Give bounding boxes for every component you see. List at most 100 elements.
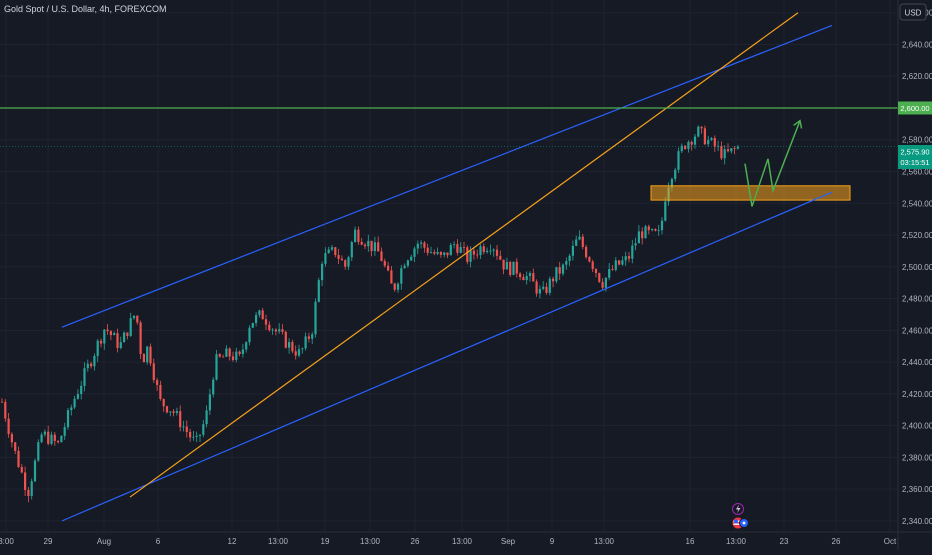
candle-body xyxy=(344,260,347,267)
time-tick-label: 19 xyxy=(321,537,330,546)
price-axis[interactable] xyxy=(898,0,932,550)
candle-body xyxy=(126,332,129,337)
candle-body xyxy=(182,426,185,428)
candle-body xyxy=(367,240,370,247)
price-tick-label: 2,560.00 xyxy=(902,168,932,177)
price-tick-label: 2,400.00 xyxy=(902,422,932,431)
candle-body xyxy=(297,349,301,356)
candle-body xyxy=(664,201,667,221)
candle-body xyxy=(205,410,208,425)
candle-body xyxy=(578,236,581,240)
candle-body xyxy=(264,319,268,325)
candle-body xyxy=(499,255,502,260)
candle-body xyxy=(406,260,409,266)
time-tick-label: 13:00 xyxy=(594,537,615,546)
candle-body xyxy=(410,256,413,261)
candle-body xyxy=(624,256,627,261)
candle-body xyxy=(70,407,73,411)
candle-body xyxy=(307,336,310,339)
time-tick-label: 9 xyxy=(550,537,555,546)
time-tick-label: 12 xyxy=(228,537,237,546)
candle-body xyxy=(96,340,99,356)
candle-body xyxy=(446,252,449,256)
candle-body xyxy=(228,348,231,357)
candle-body xyxy=(156,380,159,385)
candle-body xyxy=(116,333,119,348)
time-tick-label: 6 xyxy=(156,537,161,546)
price-tick-label: 2,640.00 xyxy=(902,40,932,49)
candle-body xyxy=(631,245,634,259)
candle-body xyxy=(505,261,508,270)
candle-body xyxy=(525,275,528,281)
candle-body xyxy=(340,258,343,261)
candle-body xyxy=(390,270,393,284)
us-flag-event-icon[interactable] xyxy=(732,517,749,529)
candle-body xyxy=(83,368,86,386)
candle-body xyxy=(462,247,466,248)
candle-body xyxy=(123,332,126,343)
candle-body xyxy=(195,435,198,437)
candle-body xyxy=(641,231,644,239)
time-tick-label: 13:00 xyxy=(268,537,289,546)
candle-body xyxy=(10,434,13,443)
time-axis-ticks[interactable]: 3:00 29 Aug 6 12 13:00 19 13:00 26 13:00 Sep 9 13:00… xyxy=(0,537,897,546)
candle-body xyxy=(660,220,664,231)
level-price-label: 2,600.00 xyxy=(900,104,929,113)
candle-body xyxy=(644,226,647,239)
time-tick-label: 29 xyxy=(44,537,53,546)
candle-body xyxy=(330,247,334,250)
candle-body xyxy=(720,145,723,159)
candle-body xyxy=(482,246,485,253)
candle-body xyxy=(7,418,10,435)
candle-body xyxy=(538,288,541,294)
candle-body xyxy=(459,247,462,253)
level-price-badge: 2,600.00 xyxy=(898,101,932,115)
candle-body xyxy=(693,136,697,145)
candle-body xyxy=(136,315,139,323)
candle-body xyxy=(281,329,284,332)
candle-body xyxy=(726,149,730,152)
lightning-event-icon[interactable] xyxy=(732,503,744,515)
time-tick-label: Sep xyxy=(501,537,516,546)
candle-body xyxy=(113,333,116,336)
candle-body xyxy=(651,229,654,231)
candle-body xyxy=(347,257,350,267)
channel-upper xyxy=(61,24,833,328)
candle-body xyxy=(495,249,499,256)
candle-body xyxy=(627,256,631,259)
candle-body xyxy=(561,264,565,274)
candle-body xyxy=(76,394,79,399)
candle-body xyxy=(601,281,604,288)
candle-body xyxy=(271,329,274,331)
candle-body xyxy=(30,481,33,497)
candle-body xyxy=(24,472,27,490)
candle-body xyxy=(0,401,4,403)
price-tick-label: 2,340.00 xyxy=(902,517,932,526)
candle-body xyxy=(594,268,598,274)
candle-body xyxy=(212,379,215,395)
candle-body xyxy=(103,329,106,344)
countdown-label: 03:15:51 xyxy=(900,158,929,167)
candle-body xyxy=(288,342,291,348)
price-tick-label: 2,520.00 xyxy=(902,231,932,240)
candle-body xyxy=(535,281,538,294)
currency-button[interactable]: USD xyxy=(899,3,927,21)
candle-body xyxy=(690,141,693,145)
candle-body xyxy=(700,126,703,129)
candle-body xyxy=(677,151,680,170)
candle-body xyxy=(90,363,93,367)
candle-body xyxy=(717,145,720,147)
candle-body xyxy=(278,329,281,332)
candle-body xyxy=(321,263,324,281)
candle-body xyxy=(710,138,713,140)
candle-body xyxy=(350,242,353,258)
candle-body xyxy=(707,139,710,145)
candle-body xyxy=(393,283,396,290)
time-tick-label: 13:00 xyxy=(452,537,473,546)
candle-body xyxy=(152,363,155,381)
candle-body xyxy=(268,324,271,331)
candle-body xyxy=(73,398,76,408)
price-tick-label: 2,540.00 xyxy=(902,199,932,208)
candle-body xyxy=(522,277,525,281)
